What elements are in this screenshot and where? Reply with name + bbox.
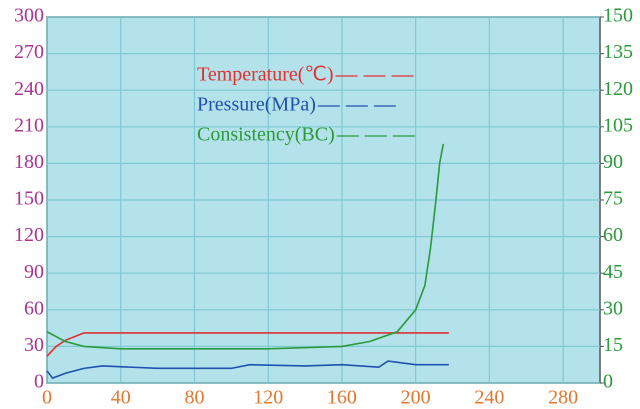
series-line — [46, 332, 449, 357]
y-tick-label: 270 — [14, 41, 44, 63]
series-line — [46, 360, 449, 380]
y2-tick-label: 105 — [603, 114, 633, 136]
y-tick-label: 30 — [24, 334, 44, 356]
y-tick-label: 90 — [24, 261, 44, 283]
x-tick-label: 160 — [327, 387, 357, 409]
y2-tick-label: 60 — [603, 224, 623, 246]
legend-label: Pressure(MPa) — [197, 94, 316, 116]
legend-label: Temperature(℃) — [197, 64, 334, 86]
y2-tick-label: 120 — [603, 78, 633, 100]
x-tick-label: 280 — [548, 387, 578, 409]
y-tick-label: 210 — [14, 114, 44, 136]
y2-tick-label: 90 — [603, 151, 623, 173]
y-tick-label: 60 — [24, 297, 44, 319]
y2-tick-label: 150 — [603, 5, 633, 27]
y2-tick-label: 75 — [603, 188, 623, 210]
y2-tick-label: 0 — [603, 371, 613, 393]
y2-tick-label: 135 — [603, 41, 633, 63]
x-tick-label: 80 — [184, 387, 204, 409]
series-line — [46, 143, 445, 350]
y-tick-label: 300 — [14, 5, 44, 27]
x-tick-label: 240 — [474, 387, 504, 409]
y2-tick-label: 15 — [603, 334, 623, 356]
x-tick-label: 0 — [42, 387, 52, 409]
x-tick-label: 200 — [401, 387, 431, 409]
y-tick-label: 180 — [14, 151, 44, 173]
x-tick-label: 120 — [253, 387, 283, 409]
y-tick-label: 150 — [14, 188, 44, 210]
y2-tick-label: 30 — [603, 297, 623, 319]
x-tick-label: 40 — [111, 387, 131, 409]
y2-tick-label: 45 — [603, 261, 623, 283]
y-tick-label: 240 — [14, 78, 44, 100]
y-tick-label: 120 — [14, 224, 44, 246]
y-tick-label: 0 — [34, 371, 44, 393]
legend-label: Consistency(BC) — [197, 124, 335, 146]
